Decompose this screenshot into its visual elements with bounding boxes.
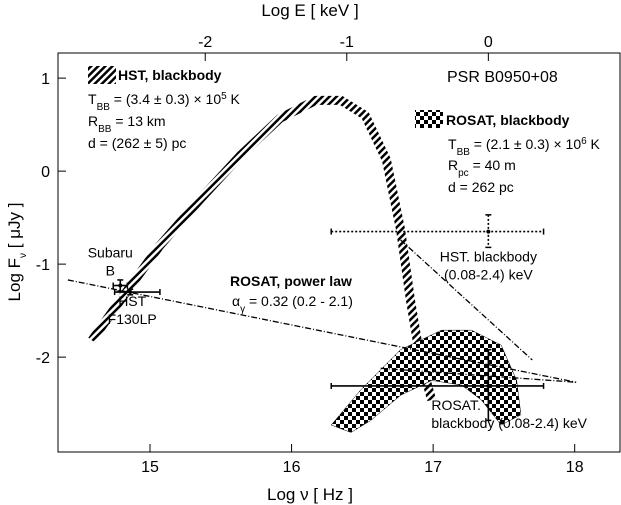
y-tick-label: 1 — [41, 71, 50, 88]
x-tick-label: 15 — [141, 459, 159, 476]
error-bar-label: HST. blackbody — [440, 249, 537, 265]
error-bar-label: blackbody (0.08-2.4) keV — [431, 415, 587, 431]
x2-tick-label: -1 — [340, 34, 354, 51]
series-label: ROSAT, power law — [230, 273, 352, 289]
data-point — [118, 283, 123, 288]
series-band — [88, 95, 437, 402]
y-tick-label: 0 — [41, 164, 50, 181]
y-tick-label: -1 — [36, 257, 50, 274]
x-tick-label: 17 — [424, 459, 442, 476]
error-bar-label: HST — [118, 293, 146, 309]
x2-axis-label: Log E [ keV ] — [261, 1, 358, 20]
y-tick-label: -2 — [36, 350, 50, 367]
y-axis-label: Log Fν [ μJy ] — [5, 203, 29, 302]
error-bar-label: (0.08-2.4) keV — [444, 267, 533, 283]
legend-label: HST, blackbody — [118, 67, 222, 83]
series-line — [400, 239, 533, 361]
legend-swatch — [415, 110, 443, 128]
x2-tick-label: 0 — [484, 34, 493, 51]
error-bar-label: ROSAT. — [431, 397, 481, 413]
plot-frame — [57, 52, 621, 453]
data-point — [486, 229, 491, 234]
annotation: TBB = (2.1 ± 0.3) × 106 K — [448, 136, 601, 158]
data-point — [486, 383, 491, 388]
series-line — [67, 279, 577, 383]
chart-title: PSR B0950+08 — [447, 69, 558, 86]
legend-label: ROSAT, blackbody — [446, 112, 570, 128]
annotation: αγ = 0.32 (0.2 - 2.1) — [232, 293, 353, 315]
data-point — [128, 290, 133, 295]
annotation: TBB = (3.4 ± 0.3) × 105 K — [88, 91, 241, 113]
error-bar-label: B — [106, 263, 115, 279]
annotation: RBB = 13 km — [88, 113, 166, 135]
x-tick-label: 16 — [283, 459, 301, 476]
annotation: d = (262 ± 5) pc — [88, 135, 186, 151]
series-area — [330, 329, 522, 433]
error-bar-label: F130LP — [108, 311, 157, 327]
x2-tick-label: -2 — [198, 34, 212, 51]
legend-swatch — [88, 66, 116, 84]
error-bar-label: Subaru — [88, 245, 133, 261]
x-axis-label: Log ν [ Hz ] — [267, 485, 353, 504]
annotation: Rpc = 40 m — [448, 157, 516, 179]
x-tick-label: 18 — [566, 459, 584, 476]
annotation: d = 262 pc — [448, 179, 514, 195]
